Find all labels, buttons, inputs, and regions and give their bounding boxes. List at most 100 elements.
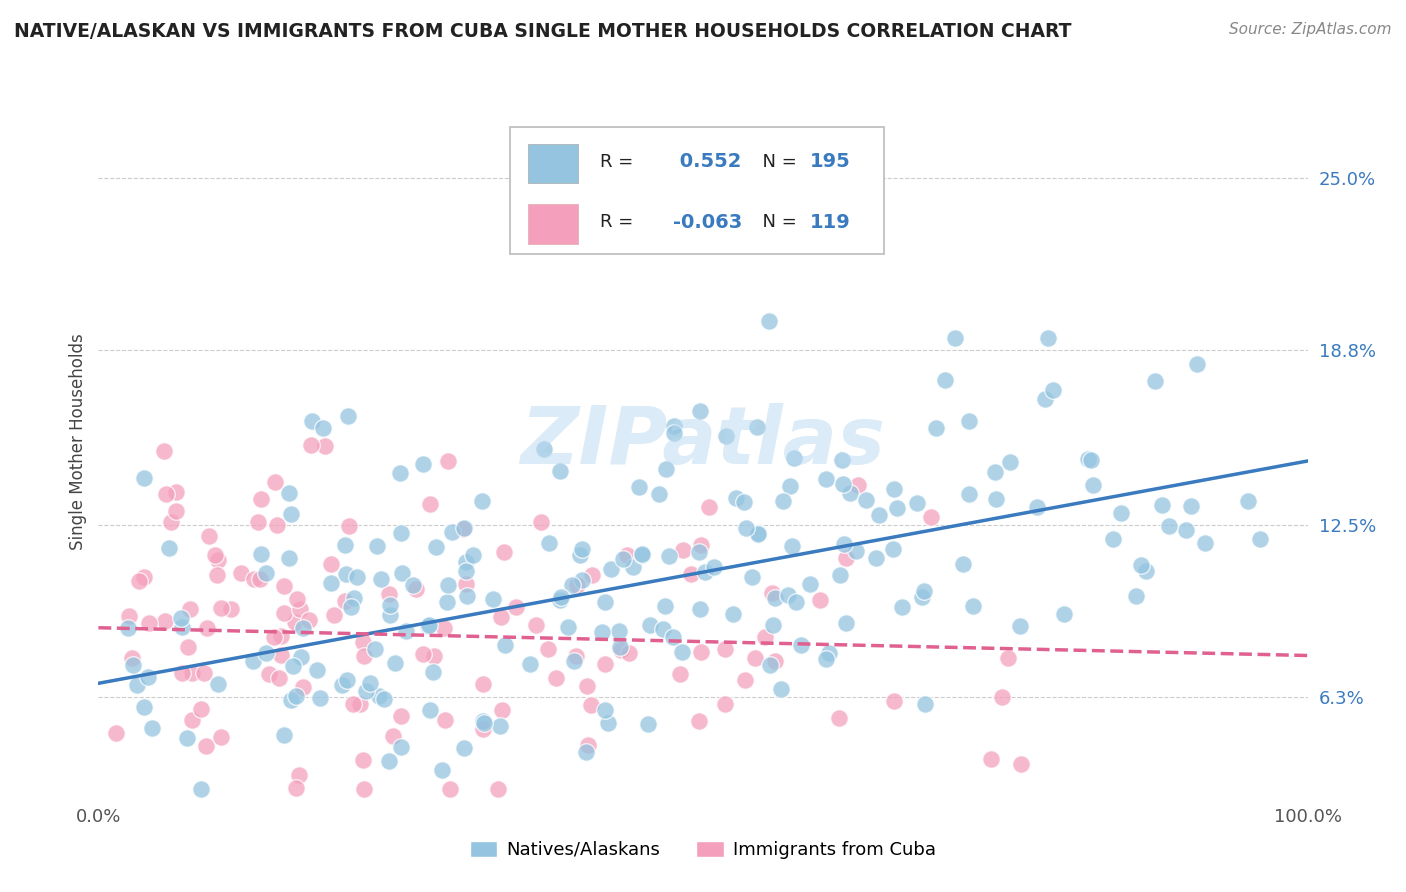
Point (311, 420, 333, 434)
Point (741, 570, 763, 584)
Point (494, 638, 516, 652)
Point (401, 578, 423, 592)
Point (242, 654, 264, 668)
Point (1175, 523, 1198, 537)
Text: R =: R = (600, 213, 640, 231)
Point (562, 654, 585, 668)
Point (835, 551, 858, 566)
Point (568, 549, 591, 563)
Point (576, 679, 599, 693)
Point (612, 552, 634, 566)
Point (430, 763, 453, 777)
Point (882, 542, 904, 557)
Point (384, 656, 406, 670)
Point (581, 568, 603, 582)
Point (136, 670, 159, 684)
Point (688, 544, 710, 558)
Point (333, 539, 356, 553)
Point (378, 587, 401, 601)
Point (799, 576, 821, 591)
Point (389, 525, 412, 540)
Text: R =: R = (600, 153, 640, 170)
Point (530, 515, 553, 529)
Point (886, 501, 908, 516)
Point (986, 492, 1008, 507)
Point (461, 548, 484, 562)
Point (105, 725, 128, 739)
Point (494, 544, 516, 558)
Point (165, 504, 187, 518)
Point (155, 487, 177, 501)
Point (1081, 478, 1104, 492)
Point (595, 703, 617, 717)
Point (548, 593, 571, 607)
Point (831, 452, 853, 467)
Point (1080, 453, 1102, 467)
Point (488, 719, 510, 733)
Point (818, 646, 841, 660)
Point (762, 618, 785, 632)
Point (610, 642, 633, 657)
Point (658, 549, 681, 563)
Point (519, 657, 541, 671)
Text: N =: N = (751, 213, 803, 231)
Point (292, 681, 315, 695)
Point (596, 715, 619, 730)
Point (389, 739, 412, 754)
Point (370, 572, 392, 586)
Point (153, 614, 176, 628)
Point (724, 491, 747, 505)
Point (249, 572, 271, 586)
Point (1180, 499, 1202, 513)
Point (714, 429, 737, 443)
Point (838, 486, 860, 500)
Point (472, 716, 495, 731)
Point (141, 721, 163, 735)
Point (250, 547, 273, 561)
Point (249, 491, 271, 506)
Point (997, 651, 1019, 665)
Point (1033, 392, 1056, 407)
Point (284, 689, 307, 703)
Point (815, 652, 838, 666)
Point (472, 677, 495, 691)
Text: -0.063: -0.063 (673, 213, 742, 232)
Point (627, 480, 650, 494)
Point (284, 615, 307, 629)
Point (689, 602, 711, 616)
Point (733, 495, 755, 509)
Point (911, 591, 934, 605)
Point (368, 689, 391, 703)
Text: NATIVE/ALASKAN VS IMMIGRANTS FROM CUBA SINGLE MOTHER HOUSEHOLDS CORRELATION CHAR: NATIVE/ALASKAN VS IMMIGRANTS FROM CUBA S… (14, 22, 1071, 41)
Point (472, 723, 495, 737)
Point (254, 646, 277, 660)
Point (905, 496, 928, 510)
Point (354, 684, 377, 698)
Point (456, 576, 478, 591)
Point (453, 521, 475, 535)
Point (472, 714, 495, 728)
Point (790, 638, 813, 652)
Point (832, 537, 855, 551)
Point (266, 518, 288, 533)
Point (835, 616, 858, 631)
Point (782, 451, 804, 466)
Point (637, 716, 659, 731)
Point (335, 566, 357, 581)
Point (353, 781, 375, 796)
Point (689, 404, 711, 418)
Point (576, 738, 599, 752)
Point (177, 640, 200, 654)
Point (690, 645, 713, 659)
Point (693, 566, 716, 580)
Point (321, 557, 343, 571)
Point (127, 678, 149, 692)
Point (267, 671, 290, 685)
Point (284, 781, 307, 796)
Point (891, 599, 914, 614)
Point (117, 609, 139, 624)
Point (454, 556, 477, 570)
Point (848, 478, 870, 492)
Point (621, 560, 644, 574)
Point (288, 602, 311, 616)
